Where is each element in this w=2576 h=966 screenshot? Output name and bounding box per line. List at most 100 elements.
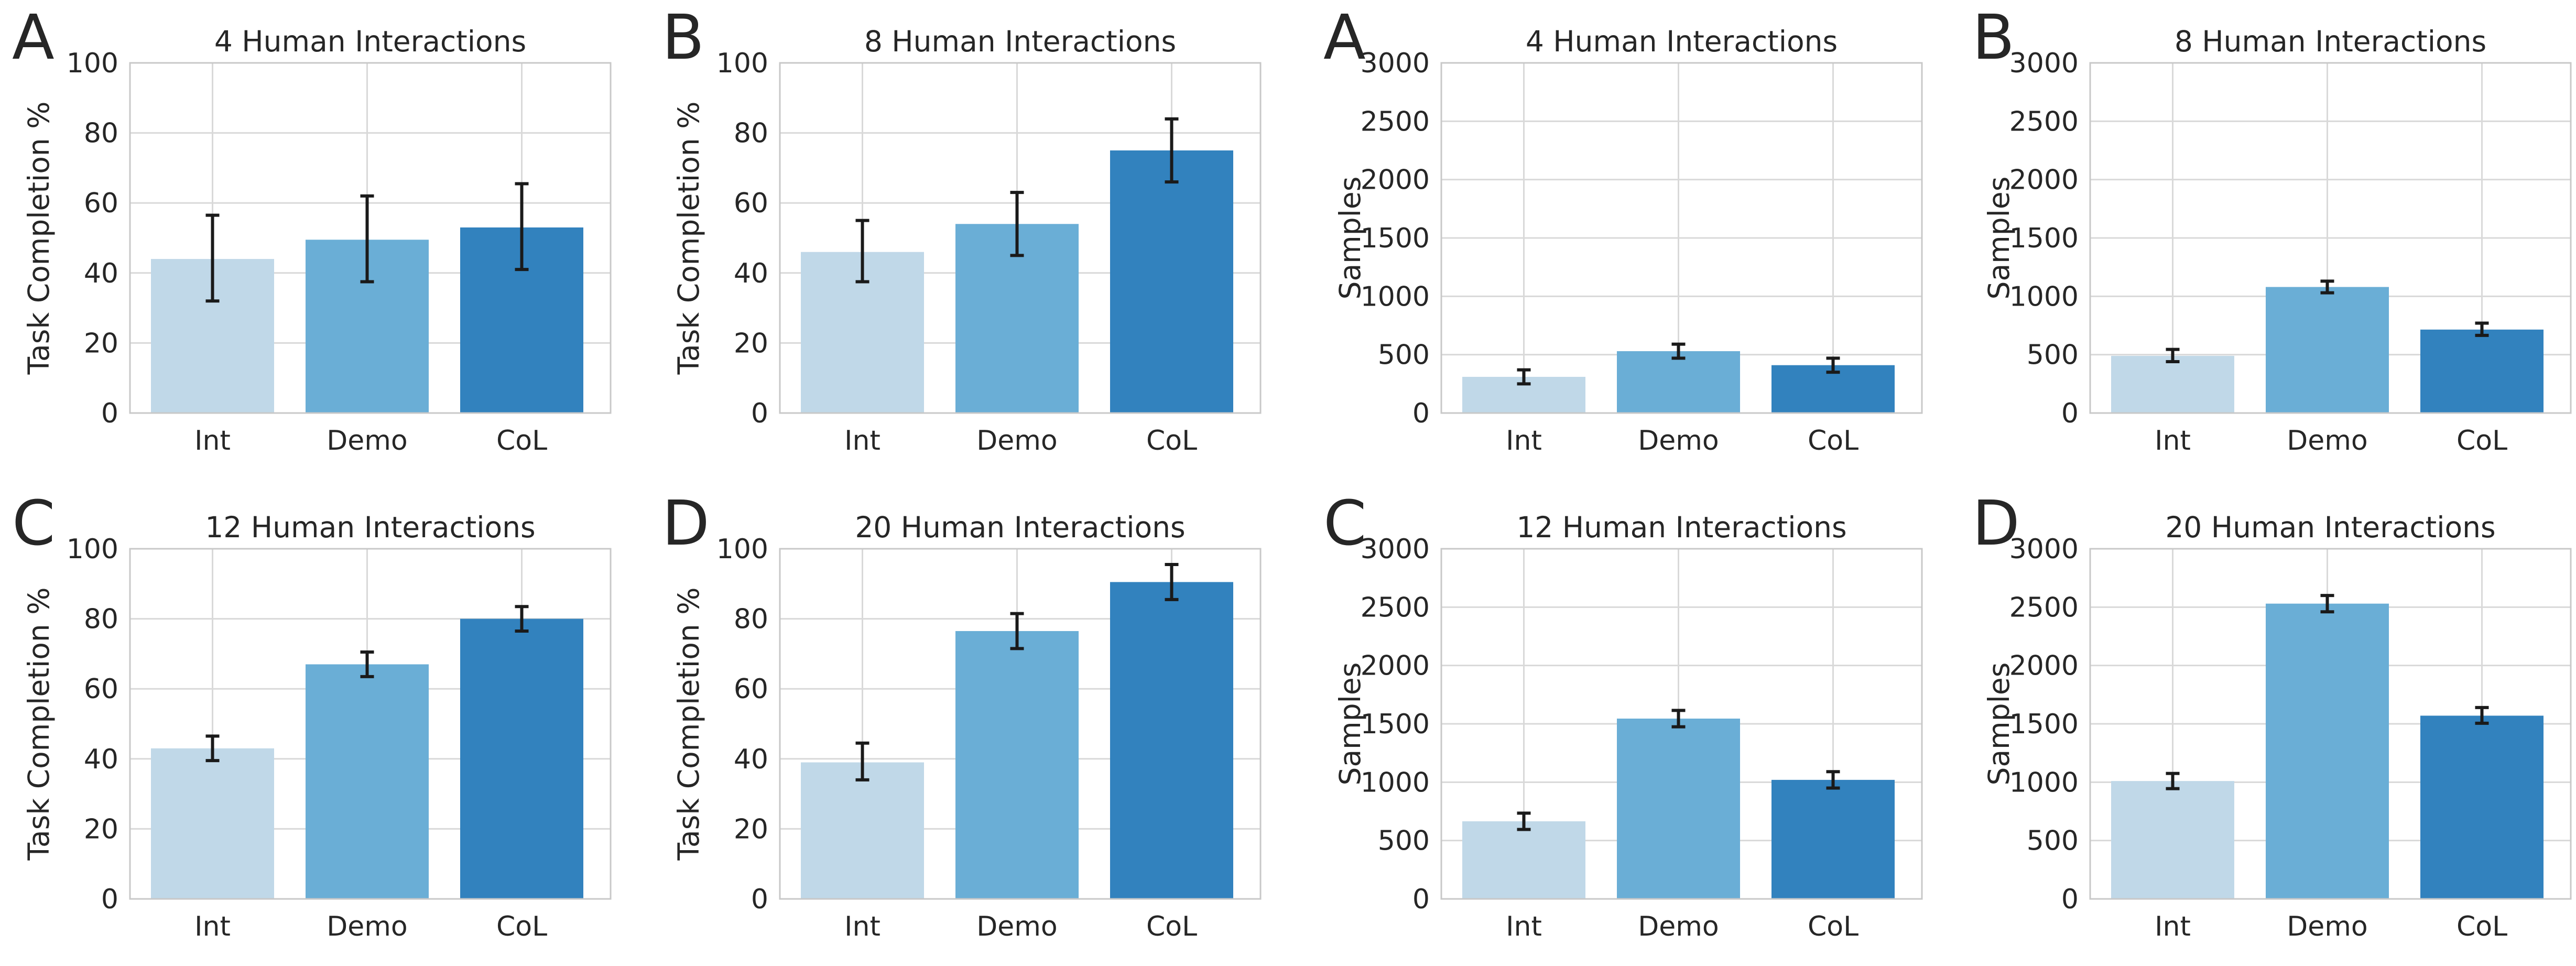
- x-tick-label: Int: [194, 425, 231, 457]
- bar: [2420, 329, 2544, 413]
- y-tick-label: 100: [67, 534, 118, 565]
- y-tick-label: 40: [84, 744, 118, 775]
- bar: [801, 762, 924, 899]
- y-tick-label: 2000: [2009, 650, 2079, 682]
- x-tick-label: Demo: [1638, 425, 1719, 457]
- plot-frame: [1440, 62, 1923, 414]
- y-tick-label: 1000: [2009, 281, 2079, 312]
- x-tick-label: Demo: [327, 911, 408, 942]
- y-tick-label: 20: [84, 328, 118, 359]
- y-tick-label: 1000: [1361, 767, 1430, 798]
- panel-letter: D: [662, 487, 710, 559]
- plot-frame: [779, 62, 1262, 414]
- y-axis-label: Task Completion %: [672, 588, 705, 861]
- x-tick-label: Int: [844, 911, 881, 942]
- x-tick-label: Demo: [2287, 911, 2368, 942]
- x-tick-label: Int: [2155, 425, 2191, 457]
- y-tick-label: 60: [734, 188, 768, 219]
- x-tick-label: CoL: [1146, 425, 1197, 457]
- chart-panel: 0 500 1000 1500 2000 2500 3000 Int Demo CoL 4 Huma…: [1323, 1, 1923, 457]
- y-tick-label: 500: [2027, 340, 2079, 371]
- chart-title: 12 Human Interactions: [1516, 511, 1846, 544]
- y-tick-label: 80: [84, 604, 118, 635]
- bar: [2111, 781, 2234, 899]
- y-tick-label: 100: [716, 48, 768, 79]
- plot-frame: [129, 548, 612, 900]
- chart-title: 20 Human Interactions: [2165, 511, 2495, 544]
- x-tick-label: CoL: [2457, 911, 2507, 942]
- chart-title: 4 Human Interactions: [214, 25, 526, 58]
- x-tick-label: CoL: [2457, 425, 2507, 457]
- chart-panel: 0 20 40 60 80 100 Int Demo CoL 8 Human Interactio…: [662, 1, 1262, 457]
- y-tick-label: 60: [84, 188, 118, 219]
- bar: [1110, 582, 1233, 899]
- y-tick-label: 0: [751, 884, 768, 915]
- panel-letter: C: [12, 487, 55, 559]
- bar: [2111, 355, 2234, 413]
- bar: [955, 631, 1079, 899]
- chart-title: 8 Human Interactions: [864, 25, 1176, 58]
- y-tick-label: 40: [734, 744, 768, 775]
- x-tick-label: CoL: [1808, 911, 1858, 942]
- panel-letter: D: [1972, 487, 2020, 559]
- bar: [1110, 150, 1233, 413]
- y-tick-label: 0: [751, 398, 768, 429]
- y-tick-label: 3000: [1361, 534, 1430, 565]
- y-tick-label: 1500: [2009, 709, 2079, 740]
- y-axis-label: Samples: [1333, 177, 1367, 300]
- chart-panel: 0 500 1000 1500 2000 2500 3000 Int Demo CoL 12 Hum…: [1323, 487, 1923, 942]
- y-tick-label: 60: [734, 674, 768, 705]
- y-tick-label: 40: [734, 258, 768, 289]
- panel-letter: B: [662, 1, 704, 73]
- bar: [1771, 779, 1895, 899]
- bar: [1617, 718, 1740, 899]
- y-tick-label: 500: [1378, 826, 1430, 857]
- bar: [460, 618, 583, 899]
- chart-panel: 0 500 1000 1500 2000 2500 3000 Int Demo CoL 8 Huma…: [1972, 1, 2572, 457]
- y-tick-label: 1000: [1361, 281, 1430, 312]
- y-tick-label: 60: [84, 674, 118, 705]
- panel-letter: A: [1323, 1, 1366, 73]
- y-tick-label: 2500: [1361, 106, 1430, 137]
- y-tick-label: 2500: [2009, 106, 2079, 137]
- plot-frame: [129, 62, 612, 414]
- x-tick-label: CoL: [496, 911, 547, 942]
- y-tick-label: 80: [734, 604, 768, 635]
- x-tick-label: CoL: [1146, 911, 1197, 942]
- y-tick-label: 2500: [1361, 592, 1430, 623]
- plot-frame: [2089, 548, 2572, 900]
- y-axis-label: Task Completion %: [22, 102, 56, 375]
- chart-title: 8 Human Interactions: [2175, 25, 2486, 58]
- chart-title: 20 Human Interactions: [855, 511, 1185, 544]
- bar: [1617, 351, 1740, 413]
- bar: [151, 748, 274, 899]
- y-tick-label: 500: [1378, 340, 1430, 371]
- y-tick-label: 20: [84, 813, 118, 845]
- panel-letter: B: [1972, 1, 2015, 73]
- y-tick-label: 0: [101, 398, 118, 429]
- y-tick-label: 0: [1412, 398, 1430, 429]
- y-tick-label: 0: [1412, 884, 1430, 915]
- x-tick-label: Demo: [1638, 911, 1719, 942]
- y-tick-label: 2500: [2009, 592, 2079, 623]
- y-tick-label: 3000: [2009, 534, 2079, 565]
- y-tick-label: 40: [84, 258, 118, 289]
- plot-frame: [779, 548, 1262, 900]
- chart-title: 4 Human Interactions: [1526, 25, 1838, 58]
- y-tick-label: 3000: [2009, 48, 2079, 79]
- y-tick-label: 1500: [1361, 223, 1430, 254]
- plot-frame: [1440, 548, 1923, 900]
- y-tick-label: 3000: [1361, 48, 1430, 79]
- y-axis-label: Samples: [1982, 663, 2016, 786]
- y-tick-label: 2000: [1361, 650, 1430, 682]
- chart-panel: 0 20 40 60 80 100 Int Demo CoL 20 Human Interacti…: [662, 487, 1262, 942]
- x-tick-label: CoL: [496, 425, 547, 457]
- bar: [1462, 821, 1585, 899]
- y-axis-label: Task Completion %: [22, 588, 56, 861]
- bar: [2266, 287, 2389, 413]
- y-tick-label: 100: [67, 48, 118, 79]
- y-tick-label: 1500: [2009, 223, 2079, 254]
- x-tick-label: Demo: [327, 425, 408, 457]
- chart-panel: 0 500 1000 1500 2000 2500 3000 Int Demo CoL 20 Hum…: [1972, 487, 2572, 942]
- x-tick-label: Int: [194, 911, 231, 942]
